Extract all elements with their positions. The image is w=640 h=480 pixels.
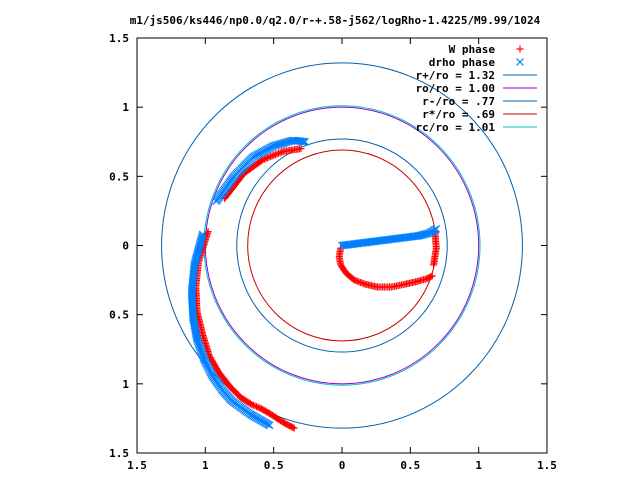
circle-2 xyxy=(236,138,448,353)
x-tick-label: 1.5 xyxy=(127,459,147,472)
legend-label: W phase xyxy=(449,43,496,56)
axes: 1.5 1 0.5 0 0.5 1 1.51.510.500.511.5 xyxy=(109,32,557,472)
data-point xyxy=(192,332,201,341)
legend-label: r*/ro = .69 xyxy=(422,108,495,121)
data-point xyxy=(424,274,432,282)
x-tick-label: 1.5 xyxy=(537,459,557,472)
data-point xyxy=(275,149,283,157)
data-point xyxy=(246,400,254,408)
data-point xyxy=(212,197,221,206)
data-point xyxy=(260,155,268,163)
y-tick-label: 1.5 xyxy=(109,32,129,45)
x-tick-label: 0 xyxy=(339,459,346,472)
data-point xyxy=(254,403,262,411)
data-point xyxy=(290,424,298,432)
data-point xyxy=(273,150,281,158)
data-point xyxy=(278,148,286,156)
x-tick-label: 1 xyxy=(202,459,209,472)
data-point xyxy=(251,402,259,410)
data-point xyxy=(265,421,274,430)
legend-swatch xyxy=(516,45,524,53)
data-point xyxy=(279,147,287,155)
data-point xyxy=(338,262,346,270)
x-tick-label: 0.5 xyxy=(264,459,284,472)
data-point xyxy=(413,232,421,240)
data-point xyxy=(263,154,271,162)
data-point xyxy=(262,154,270,162)
y-tick-label: 1 xyxy=(122,378,129,391)
data-point xyxy=(276,149,284,157)
data-point xyxy=(430,261,438,269)
data-point xyxy=(268,152,276,160)
plot-area xyxy=(161,62,523,432)
data-point xyxy=(248,401,256,409)
data-point xyxy=(265,153,273,161)
data-point xyxy=(432,224,441,233)
data-point xyxy=(289,423,297,431)
legend-label: r-/ro = .77 xyxy=(422,95,495,108)
y-tick-label: 1.5 xyxy=(109,447,129,460)
y-tick-label: 0.5 xyxy=(109,170,129,183)
data-point xyxy=(271,151,279,159)
data-point xyxy=(249,401,257,409)
x-tick-label: 0.5 xyxy=(400,459,420,472)
legend-swatch xyxy=(516,58,524,66)
legend-label: r+/ro = 1.32 xyxy=(416,69,495,82)
y-tick-label: 1 xyxy=(122,101,129,114)
data-point xyxy=(256,404,264,412)
legend-label: rc/ro = 1.01 xyxy=(416,121,496,134)
y-tick-label: 0.5 xyxy=(109,309,129,322)
data-point xyxy=(253,403,261,411)
legend-label: ro/ro = 1.00 xyxy=(416,82,495,95)
data-point xyxy=(270,151,278,159)
series-1 xyxy=(187,136,441,430)
x-tick-label: 1 xyxy=(475,459,482,472)
data-point xyxy=(267,153,275,161)
chart-title: m1/js506/ks446/np0.0/q2.0/r-+.58-j562/lo… xyxy=(130,14,541,27)
legend-label: drho phase xyxy=(429,56,496,69)
circle-0 xyxy=(161,62,523,429)
y-tick-label: 0 xyxy=(122,240,129,253)
